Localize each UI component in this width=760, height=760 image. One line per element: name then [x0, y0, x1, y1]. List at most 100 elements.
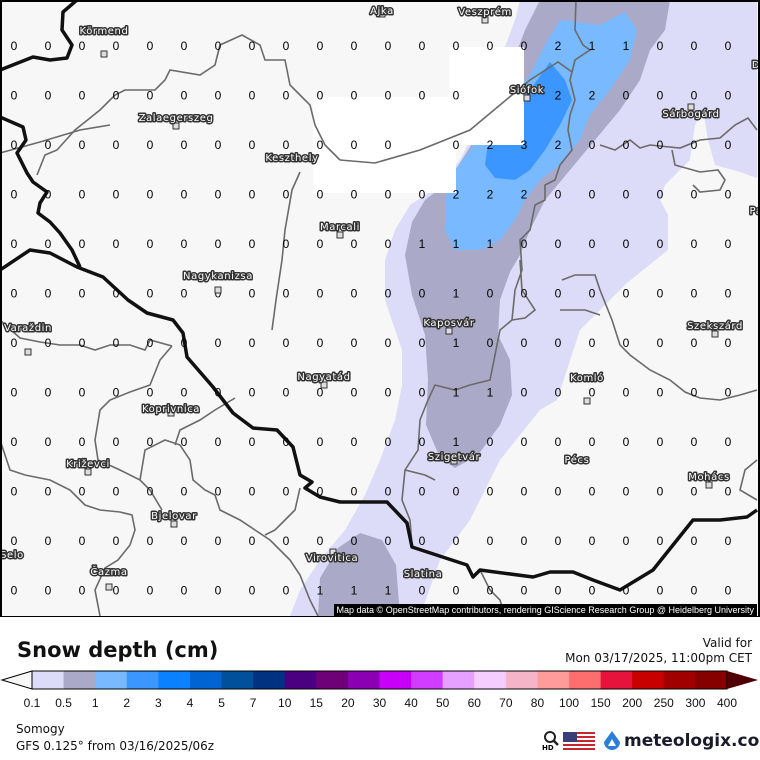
grid-value: 0 [249, 435, 256, 449]
city-virovitica[interactable]: Virovitica [304, 548, 359, 566]
city-čazma[interactable]: Čazma [89, 564, 129, 591]
legend-tick-label: 400 [716, 696, 738, 710]
grid-value: 0 [725, 336, 732, 350]
grid-value: 0 [623, 89, 630, 103]
legend-under-arrow [0, 670, 33, 690]
legend-swatch [189, 671, 223, 689]
grid-value: 0 [249, 534, 256, 548]
grid-value: 2 [487, 188, 494, 202]
grid-value: 0 [657, 188, 664, 202]
hd-zoom-button[interactable]: HD [540, 730, 562, 754]
city-mohács[interactable]: Mohács [687, 470, 731, 489]
city-bjelovar[interactable]: Bjelovar [150, 510, 198, 528]
grid-value: 0 [589, 435, 596, 449]
city-keszthely[interactable]: Keszthely [264, 152, 320, 166]
city-d[interactable]: D [750, 59, 758, 73]
us-flag-button[interactable] [563, 732, 595, 756]
meteologix-logo[interactable]: meteologix.com [602, 730, 760, 752]
snow-depth-map[interactable]: 0 0 0 0 0 0 0 0 0 0 0 0 0 0 0 0 2 1 1 0 0 0 0 0 0 0 0 0 0 0 0 0 0 0 0 0 2 2 0 0… [0, 0, 760, 617]
city-zalaegerszeg[interactable]: Zalaegerszeg [137, 112, 214, 130]
grid-value: 0 [589, 534, 596, 548]
grid-value: 0 [691, 39, 698, 53]
render-gap [313, 145, 456, 193]
grid-value: 0 [283, 435, 290, 449]
grid-value: 0 [657, 336, 664, 350]
grid-value: 0 [11, 534, 18, 548]
us-flag-icon [563, 732, 595, 752]
grid-value: 0 [725, 386, 732, 400]
grid-value: 0 [283, 386, 290, 400]
map-attribution: Map data © OpenStreetMap contributors, r… [333, 604, 757, 616]
grid-value: 0 [147, 534, 154, 548]
grid-value: 0 [147, 386, 154, 400]
city-szekszárd[interactable]: Szekszárd [686, 319, 744, 338]
grid-value: 2 [555, 39, 562, 53]
render-gap [313, 97, 524, 145]
legend-tick-label: 0.5 [55, 696, 72, 710]
grid-value: 0 [113, 435, 120, 449]
grid-value: 0 [215, 485, 222, 499]
grid-value: 0 [181, 39, 188, 53]
grid-value: 0 [283, 89, 290, 103]
grid-value: 1 [385, 584, 392, 598]
city-marker-icon [687, 103, 695, 111]
grid-value: 0 [113, 534, 120, 548]
contour-0.1 [290, 2, 757, 616]
grid-value: 0 [283, 485, 290, 499]
render-gap [449, 47, 524, 97]
city-koprivnica[interactable]: Koprivnica [140, 403, 201, 417]
grid-value: 0 [385, 138, 392, 152]
county-border [599, 116, 758, 151]
grid-value: 0 [419, 485, 426, 499]
grid-value: 0 [147, 138, 154, 152]
city-kaposvár[interactable]: Kaposvár [422, 316, 476, 335]
city-körmend[interactable]: Körmend [78, 25, 129, 58]
city-marker-icon [445, 327, 453, 335]
grid-value: 0 [113, 485, 120, 499]
grid-value: 0 [113, 89, 120, 103]
city-label: Slatina [404, 569, 443, 580]
grid-value: 0 [521, 336, 528, 350]
city-nagyatád[interactable]: Nagyatád [296, 370, 352, 389]
grid-value: 2 [555, 138, 562, 152]
county-border [560, 309, 601, 316]
legend-tick-label: 80 [530, 696, 545, 710]
city-selo[interactable]: Selo [2, 549, 25, 563]
city-label: Zalaegerszeg [139, 113, 214, 124]
city-marker-icon [711, 330, 719, 338]
legend-tick-label: 300 [685, 696, 706, 710]
city-sárbogárd[interactable]: Sárbogárd [661, 103, 721, 122]
city-pa[interactable]: Pa [748, 205, 758, 219]
city-marcali[interactable]: Marcali [318, 221, 361, 239]
grid-value: 0 [249, 237, 256, 251]
grid-value: 0 [283, 39, 290, 53]
grid-value: 0 [181, 485, 188, 499]
grid-value: 0 [623, 188, 630, 202]
grid-value: 0 [725, 534, 732, 548]
grid-value: 1 [419, 237, 426, 251]
grid-value: 0 [181, 336, 188, 350]
city-križevci[interactable]: Križevci [65, 457, 111, 476]
grid-value: 0 [623, 287, 630, 301]
city-nagykanizsa[interactable]: Nagykanizsa [182, 270, 254, 294]
city-slatina[interactable]: Slatina [402, 568, 443, 582]
grid-value: 0 [487, 39, 494, 53]
grid-value: 1 [453, 386, 460, 400]
country-border [2, 115, 82, 268]
legend-swatch [632, 671, 665, 689]
grid-value: 0 [11, 485, 18, 499]
city-komló[interactable]: Komló [569, 371, 605, 405]
city-ajka[interactable]: Ajka [369, 5, 395, 19]
brand-name: meteologix.com [624, 731, 760, 751]
city-marker-icon [100, 50, 108, 58]
city-veszprém[interactable]: Veszprém [457, 5, 513, 24]
city-varaždin[interactable]: Varaždin [3, 321, 53, 356]
city-siófok[interactable]: Siófok [508, 83, 545, 102]
magnifier-icon [544, 731, 559, 746]
grid-value: 1 [351, 584, 358, 598]
city-pécs[interactable]: Pécs [563, 453, 590, 468]
city-szigetvár[interactable]: Szigetvár [426, 450, 481, 465]
grid-value: 0 [725, 188, 732, 202]
legend-swatch [32, 671, 65, 689]
county-border [2, 443, 136, 616]
